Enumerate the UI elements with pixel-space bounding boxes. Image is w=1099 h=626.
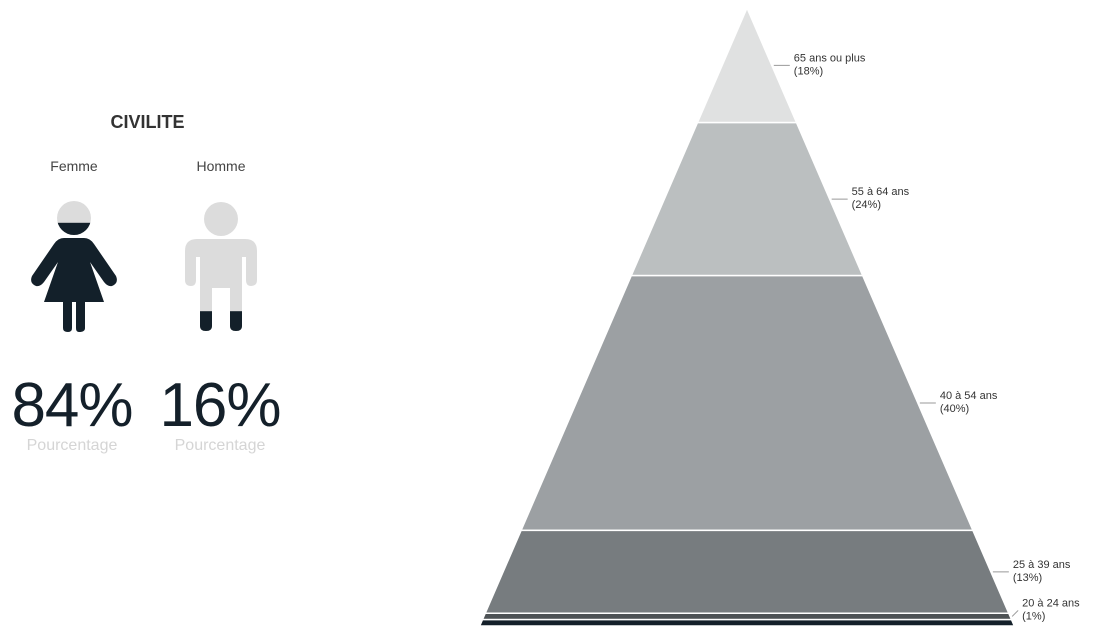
segment-label: 55 à 64 ans — [852, 186, 910, 198]
segment-leader-line — [1011, 610, 1019, 617]
homme-percent-sublabel: Pourcentage — [174, 437, 266, 454]
male-icon — [185, 202, 257, 331]
femme-label: Femme — [50, 158, 98, 174]
homme-label: Homme — [196, 158, 246, 174]
pyramid-segment — [481, 612, 1013, 621]
segment-label: 20 à 24 ans — [1022, 597, 1080, 609]
segment-label: 40 à 54 ans — [940, 390, 998, 402]
segment-label: 25 à 39 ans — [1013, 559, 1071, 571]
civilite-title: CIVILITE — [110, 112, 185, 132]
female-icon — [31, 201, 117, 332]
pyramid-segment — [484, 529, 1010, 615]
segment-percent-label: (1%) — [1022, 610, 1045, 622]
segment-percent-label: (13%) — [1013, 572, 1042, 584]
pyramid-segment — [630, 121, 864, 277]
segment-label: 65 ans ou plus — [794, 52, 866, 64]
homme-percent: 16% — [159, 371, 281, 440]
femme-percent-sublabel: Pourcentage — [26, 437, 118, 454]
segment-percent-label: (40%) — [940, 403, 969, 415]
pyramid-segment — [478, 618, 1016, 626]
femme-percent: 84% — [11, 371, 133, 440]
pyramid-segment — [519, 274, 975, 532]
segment-percent-label: (18%) — [794, 65, 823, 77]
segment-percent-label: (24%) — [852, 199, 881, 211]
